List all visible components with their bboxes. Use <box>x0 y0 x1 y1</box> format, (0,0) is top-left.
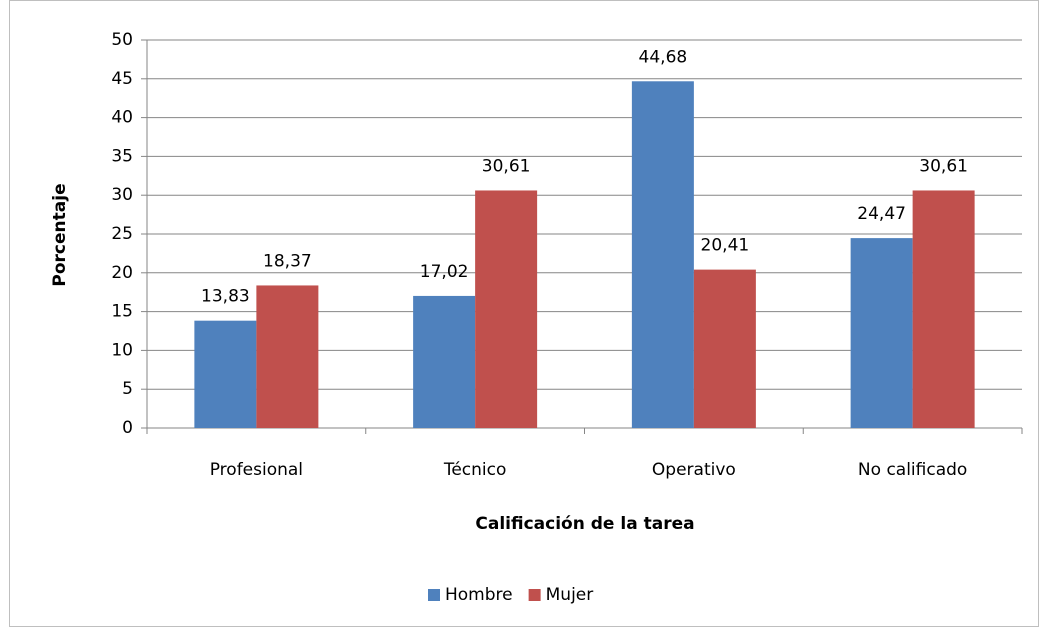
y-tick-label: 15 <box>111 302 133 322</box>
y-tick-label: 5 <box>122 379 133 399</box>
data-label: 13,83 <box>201 287 250 307</box>
bar <box>194 320 257 428</box>
data-label: 18,37 <box>263 251 312 271</box>
y-axis-title: Porcentaje <box>50 183 70 286</box>
y-tick-label: 0 <box>122 418 133 438</box>
bar <box>475 190 538 428</box>
legend-label: Hombre <box>445 585 513 605</box>
bar <box>912 190 975 428</box>
x-axis-title: Calificación de la tarea <box>475 514 694 534</box>
legend-label: Mujer <box>546 585 594 605</box>
data-label: 30,61 <box>919 156 968 176</box>
data-label: 17,02 <box>420 262 469 282</box>
data-label: 30,61 <box>482 156 531 176</box>
bar <box>693 269 756 428</box>
y-tick-label: 20 <box>111 263 133 283</box>
data-label: 20,41 <box>701 236 750 256</box>
legend-swatch <box>428 589 440 601</box>
y-tick-label: 50 <box>111 30 133 50</box>
bar <box>256 285 319 428</box>
y-tick-label: 35 <box>111 146 133 166</box>
bar <box>413 295 476 428</box>
y-tick-label: 40 <box>111 108 133 128</box>
x-tick-label: Operativo <box>652 460 736 480</box>
x-tick-label: No calificado <box>858 460 967 480</box>
y-tick-label: 45 <box>111 69 133 89</box>
y-tick-label: 30 <box>111 185 133 205</box>
bar <box>631 81 694 428</box>
data-label: 44,68 <box>639 47 688 67</box>
legend-swatch <box>528 589 541 601</box>
x-tick-label: Profesional <box>210 460 303 480</box>
x-tick-label: Técnico <box>443 460 507 480</box>
y-tick-label: 10 <box>111 340 133 360</box>
data-label: 24,47 <box>857 204 906 224</box>
bar <box>850 238 913 428</box>
y-tick-label: 25 <box>111 224 133 244</box>
